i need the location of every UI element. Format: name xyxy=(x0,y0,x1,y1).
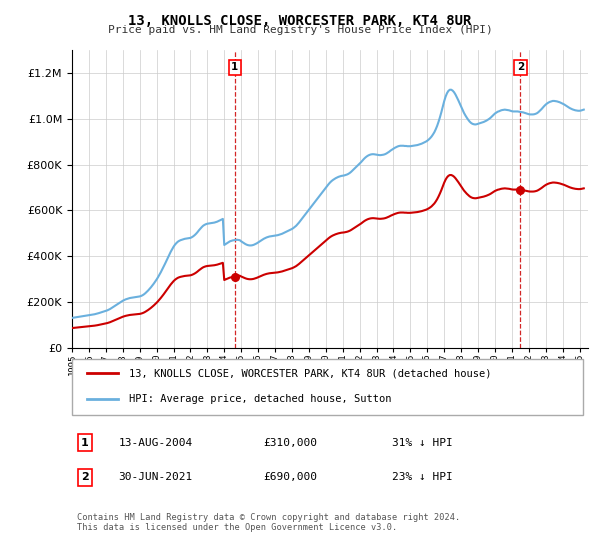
Text: £690,000: £690,000 xyxy=(263,472,317,482)
Text: 13, KNOLLS CLOSE, WORCESTER PARK, KT4 8UR: 13, KNOLLS CLOSE, WORCESTER PARK, KT4 8U… xyxy=(128,14,472,28)
Text: Contains HM Land Registry data © Crown copyright and database right 2024.
This d: Contains HM Land Registry data © Crown c… xyxy=(77,513,460,532)
Text: 13-AUG-2004: 13-AUG-2004 xyxy=(118,437,193,447)
Text: 1: 1 xyxy=(81,437,89,447)
Text: 31% ↓ HPI: 31% ↓ HPI xyxy=(392,437,452,447)
Text: 2: 2 xyxy=(81,472,89,482)
Text: 13, KNOLLS CLOSE, WORCESTER PARK, KT4 8UR (detached house): 13, KNOLLS CLOSE, WORCESTER PARK, KT4 8U… xyxy=(129,368,491,378)
Text: HPI: Average price, detached house, Sutton: HPI: Average price, detached house, Sutt… xyxy=(129,394,391,404)
Text: Price paid vs. HM Land Registry's House Price Index (HPI): Price paid vs. HM Land Registry's House … xyxy=(107,25,493,35)
Text: £310,000: £310,000 xyxy=(263,437,317,447)
FancyBboxPatch shape xyxy=(72,359,583,415)
Text: 1: 1 xyxy=(231,62,238,72)
Text: 23% ↓ HPI: 23% ↓ HPI xyxy=(392,472,452,482)
Text: 30-JUN-2021: 30-JUN-2021 xyxy=(118,472,193,482)
Text: 2: 2 xyxy=(517,62,524,72)
